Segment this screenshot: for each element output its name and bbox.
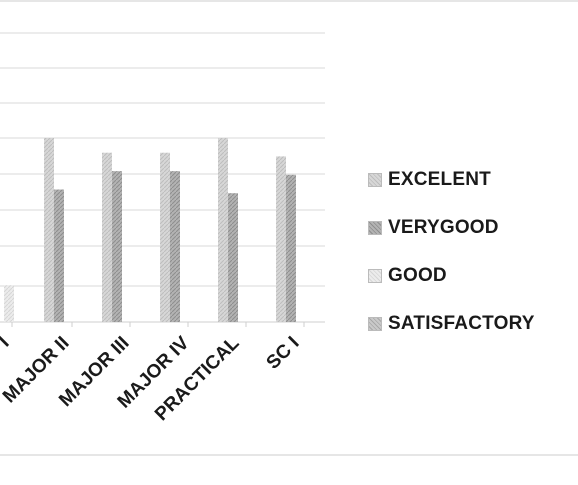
legend-swatch-good [368, 269, 382, 283]
legend: EXCELENT VERYGOOD GOOD SATISFACTORY [368, 156, 535, 348]
legend-label-verygood: VERYGOOD [388, 217, 499, 238]
bar-verygood-5 [286, 174, 296, 322]
legend-label-excelent: EXCELENT [388, 169, 491, 190]
bar-verygood-2 [112, 171, 122, 322]
x-tick-label-0: I [0, 333, 14, 352]
bar-excelent-4 [218, 138, 228, 322]
x-tick-label-5: SC I [263, 333, 304, 374]
legend-item-good: GOOD [368, 252, 535, 300]
legend-swatch-verygood [368, 221, 382, 235]
bar-verygood-4 [228, 193, 238, 322]
legend-item-verygood: VERYGOOD [368, 204, 535, 252]
bar-excelent-3 [160, 152, 170, 322]
legend-swatch-satisfactory [368, 317, 382, 331]
legend-label-satisfactory: SATISFACTORY [388, 313, 535, 334]
bar-excelent-1 [44, 138, 54, 322]
bars [4, 138, 296, 322]
bar-good-0 [4, 285, 14, 322]
bar-excelent-2 [102, 152, 112, 322]
legend-item-satisfactory: SATISFACTORY [368, 300, 535, 348]
legend-swatch-excelent [368, 173, 382, 187]
bar-verygood-1 [54, 189, 64, 322]
legend-item-excelent: EXCELENT [368, 156, 535, 204]
bar-excelent-5 [276, 156, 286, 322]
legend-label-good: GOOD [388, 265, 447, 286]
bar-verygood-3 [170, 171, 180, 322]
